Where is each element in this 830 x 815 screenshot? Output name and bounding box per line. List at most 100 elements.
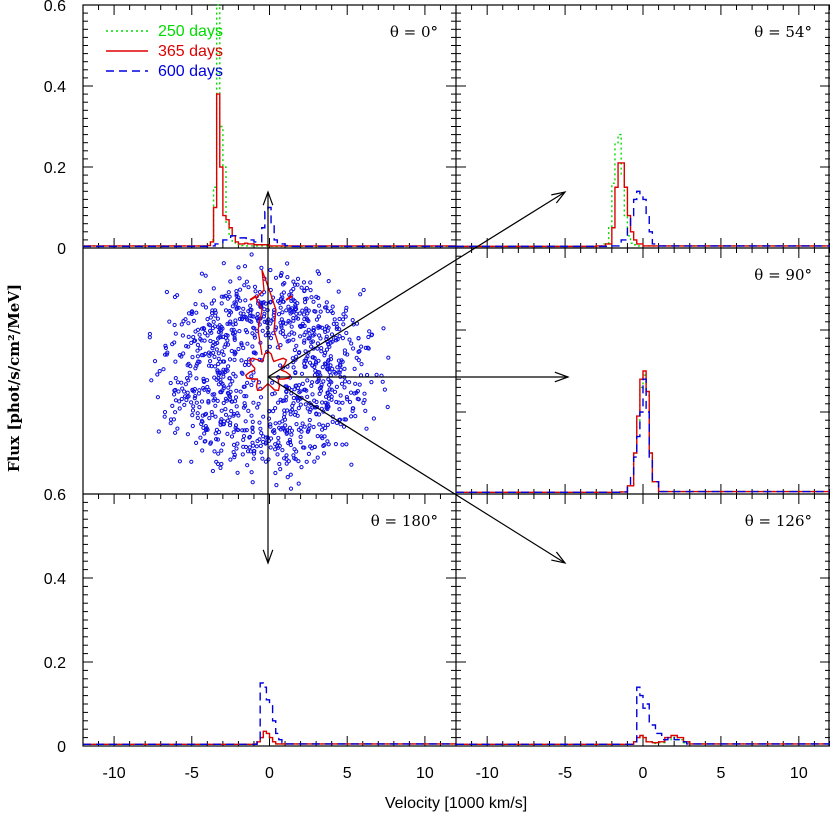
ejecta-point	[162, 414, 167, 419]
ejecta-point	[240, 371, 245, 376]
ejecta-point	[356, 336, 361, 341]
ejecta-point	[268, 267, 273, 273]
ejecta-point	[330, 419, 335, 424]
ejecta-point	[216, 451, 221, 456]
ejecta-point	[280, 331, 285, 336]
ejecta-point	[305, 354, 310, 359]
ejecta-point	[172, 392, 177, 397]
ejecta-point	[203, 305, 209, 310]
ejecta-point	[294, 422, 299, 427]
ejecta-point	[220, 349, 225, 354]
ejecta-point	[258, 300, 264, 305]
ejecta-point	[206, 400, 211, 405]
ejecta-point	[192, 396, 197, 401]
ejecta-point	[191, 404, 196, 409]
ejecta-point	[214, 437, 219, 442]
ejecta-point	[173, 410, 178, 415]
ejecta-point	[198, 336, 203, 342]
ejecta-point	[258, 443, 263, 448]
ejecta-point	[228, 457, 233, 462]
ejecta-point	[307, 423, 312, 428]
ejecta-point	[193, 394, 198, 399]
ejecta-point	[232, 452, 237, 457]
ejecta-point	[330, 366, 335, 371]
ejecta-point	[304, 296, 309, 301]
ejecta-point	[244, 428, 249, 433]
ejecta-point	[231, 322, 236, 327]
ejecta-point	[340, 400, 345, 405]
ejecta-point	[287, 437, 292, 442]
ejecta-point	[274, 483, 279, 488]
ejecta-point	[302, 424, 307, 429]
ejecta-point	[231, 430, 236, 435]
ejecta-point	[295, 301, 300, 306]
ejecta-point	[211, 319, 216, 324]
ejecta-point	[315, 269, 320, 274]
ejecta-point	[359, 344, 364, 349]
ejecta-point	[311, 325, 316, 330]
ejecta-point	[315, 341, 320, 346]
ejecta-point	[252, 350, 257, 355]
ejecta-point	[284, 394, 289, 399]
ejecta-point	[234, 388, 239, 393]
ejecta-point	[252, 451, 257, 456]
ejecta-point	[216, 351, 221, 356]
ejecta-point	[168, 421, 173, 426]
ejecta-point	[344, 305, 349, 310]
ejecta-point	[350, 318, 355, 323]
ejecta-point	[305, 378, 310, 383]
ejecta-point	[183, 382, 188, 387]
ejecta-point	[181, 319, 186, 324]
ejecta-point	[231, 371, 236, 376]
ejecta-point	[272, 430, 277, 435]
ejecta-point	[189, 400, 194, 405]
ejecta-point	[349, 414, 354, 419]
ejecta-point	[185, 432, 190, 437]
ejecta-point	[295, 276, 301, 281]
ejecta-point	[285, 475, 290, 480]
ejecta-point	[301, 445, 306, 450]
ejecta-point	[155, 372, 160, 377]
ejecta-point	[321, 451, 327, 456]
ejecta-point	[326, 366, 331, 371]
ejecta-point	[177, 399, 182, 404]
ejecta-point	[198, 289, 203, 294]
ejecta-point	[190, 423, 195, 429]
ejecta-point	[181, 351, 186, 356]
series-365-days	[83, 93, 456, 247]
ejecta-point	[244, 330, 250, 335]
y-tick-label: 0.4	[44, 571, 66, 588]
panel-middle-right: θ = 90°	[455, 247, 830, 495]
ejecta-point	[179, 396, 184, 402]
ejecta-point	[197, 405, 202, 410]
ejecta-point	[298, 434, 303, 439]
ejecta-point	[239, 342, 244, 347]
ejecta-point	[286, 304, 291, 309]
ejecta-point	[163, 352, 168, 357]
ejecta-point	[240, 314, 245, 319]
ejecta-point	[162, 410, 168, 415]
ejecta-point	[207, 416, 212, 421]
ejecta-point	[339, 358, 344, 363]
ejecta-point	[268, 424, 273, 429]
ejecta-point	[207, 353, 212, 358]
ejecta-point	[347, 337, 352, 342]
ejecta-point	[233, 425, 238, 430]
ejecta-point	[273, 447, 278, 452]
ejecta-point	[232, 337, 237, 342]
ejecta-point	[309, 340, 314, 345]
ejecta-point	[323, 329, 328, 334]
ejecta-point	[277, 420, 282, 425]
ejecta-point	[221, 352, 226, 357]
ejecta-point	[227, 423, 233, 428]
ejecta-point	[223, 407, 228, 412]
ejecta-point	[248, 303, 253, 308]
ejecta-point	[290, 356, 295, 361]
ejecta-point	[369, 380, 374, 385]
ejecta-point	[172, 388, 177, 393]
ejecta-point	[343, 379, 348, 384]
ejecta-point	[214, 347, 219, 352]
ejecta-point	[289, 432, 294, 437]
ejecta-point	[177, 459, 182, 464]
ejecta-point	[225, 342, 231, 347]
